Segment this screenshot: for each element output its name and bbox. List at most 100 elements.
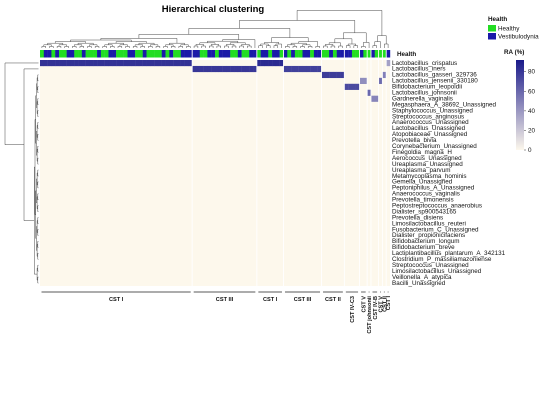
health-cell — [176, 50, 181, 58]
health-cell — [195, 50, 200, 58]
heatmap-cell — [215, 65, 220, 73]
row-label: Lactobacillus_crispatus — [392, 60, 457, 67]
health-cell — [146, 50, 151, 58]
row-label: Dialister_sp900543165 — [392, 208, 457, 215]
health-cell — [93, 50, 98, 58]
colorbar-tick-label: 0 — [528, 147, 532, 154]
heatmap-cell — [40, 60, 45, 67]
row-label: Lactobacillus_johnsonii — [392, 89, 457, 96]
heatmap-cell — [104, 60, 109, 67]
health-cell — [370, 50, 375, 58]
health-cell — [131, 50, 136, 58]
row-label: Aerococcus_Unassigned — [392, 155, 462, 162]
heatmap-cell — [199, 65, 204, 73]
health-legend-swatch — [488, 33, 496, 40]
health-cell — [165, 50, 170, 58]
row-label: Gemella_Unassigned — [392, 179, 453, 186]
health-cell — [108, 50, 113, 58]
row-label: Ureaplasma_Unassigned — [392, 161, 463, 168]
health-cell — [188, 50, 193, 58]
cluster-label: CST V — [378, 296, 384, 313]
heatmap-cell — [329, 71, 334, 79]
cluster-label: CST johnsonii — [367, 296, 373, 334]
health-cell — [329, 50, 334, 58]
health-cell — [161, 50, 166, 58]
heatmap-cell — [192, 65, 197, 73]
row-label: Corynebacterium_Unassigned — [392, 143, 477, 150]
cluster-label: CST I — [109, 297, 124, 303]
health-cell — [264, 50, 269, 58]
cluster-label: CST IV-B — [373, 296, 379, 320]
heatmap-cell — [386, 60, 391, 67]
health-cell — [62, 50, 67, 58]
colorbar-tick-label: 40 — [528, 108, 536, 115]
heatmap-cell — [268, 60, 273, 67]
row-label: Bifidobacterium_longum — [392, 238, 460, 245]
colorbar-tick-label: 80 — [528, 69, 536, 76]
health-cell — [351, 50, 356, 58]
row-label: Prevotella_timonensis — [392, 197, 454, 204]
row-label: Lactobacillus_jensenii_330180 — [392, 78, 478, 85]
health-cell — [150, 50, 155, 58]
health-cell — [249, 50, 254, 58]
health-cell — [51, 50, 56, 58]
health-cell — [313, 50, 318, 58]
health-cell — [287, 50, 292, 58]
heatmap-cell — [89, 60, 94, 67]
health-cell — [40, 50, 45, 58]
heatmap-cell — [146, 60, 151, 67]
health-cell — [275, 50, 280, 58]
heatmap-background — [40, 60, 390, 286]
column-dendrogram — [41, 10, 389, 48]
health-cell — [317, 50, 322, 58]
heatmap-cell — [378, 77, 383, 84]
heatmap-cell — [367, 89, 372, 96]
heatmap-cell — [234, 65, 239, 73]
cluster-label: CST I — [263, 297, 278, 303]
health-cell — [59, 50, 64, 58]
row-label: Prevotella_disiens — [392, 214, 443, 221]
heatmap-cell — [283, 65, 288, 73]
health-cell — [344, 50, 349, 58]
row-label: Bifidobacterium_breve — [392, 244, 455, 251]
cluster-label: CST III — [216, 297, 234, 303]
heatmap-cell — [222, 65, 227, 73]
heatmap-cell — [180, 60, 185, 67]
heatmap-cell — [359, 77, 364, 84]
health-cell — [336, 50, 341, 58]
health-cell — [321, 50, 326, 58]
cluster-label: CST V — [361, 296, 367, 313]
health-cell — [325, 50, 330, 58]
row-label: Clostridium_P_massiliamazoniense — [392, 256, 492, 263]
health-cell — [55, 50, 60, 58]
heatmap-cell — [131, 60, 136, 67]
heatmap-cell — [313, 65, 318, 73]
health-cell — [268, 50, 273, 58]
heatmap-cell — [184, 60, 189, 67]
health-cell — [306, 50, 311, 58]
heatmap-cell — [218, 65, 223, 73]
heatmap-cell — [119, 60, 124, 67]
row-label: Lactobacillus_Unassigned — [392, 125, 466, 132]
heatmap-cell — [100, 60, 105, 67]
cluster-brackets: CST I CST III CST I CST III CST II CST IV-C3 C… — [41, 291, 392, 334]
colorbar-legend: RA (%) 0 20 40 60 80 — [504, 49, 536, 154]
health-cell — [256, 50, 261, 58]
health-cell — [154, 50, 159, 58]
health-cell — [230, 50, 235, 58]
health-cell — [294, 50, 299, 58]
health-legend-label: Healthy — [498, 26, 520, 33]
health-cell — [70, 50, 75, 58]
health-cell — [74, 50, 79, 58]
health-cell — [207, 50, 212, 58]
heatmap-cell — [135, 60, 140, 67]
cluster-label: CST IV-C3 — [350, 296, 356, 323]
heatmap-cell — [154, 60, 159, 67]
row-label: Fusobacterium_C_Unassigned — [392, 226, 479, 233]
row-label: Finegoldia_magna_H — [392, 149, 452, 156]
health-cell — [298, 50, 303, 58]
health-cell — [100, 50, 105, 58]
health-cell — [116, 50, 121, 58]
health-cell — [386, 50, 391, 58]
